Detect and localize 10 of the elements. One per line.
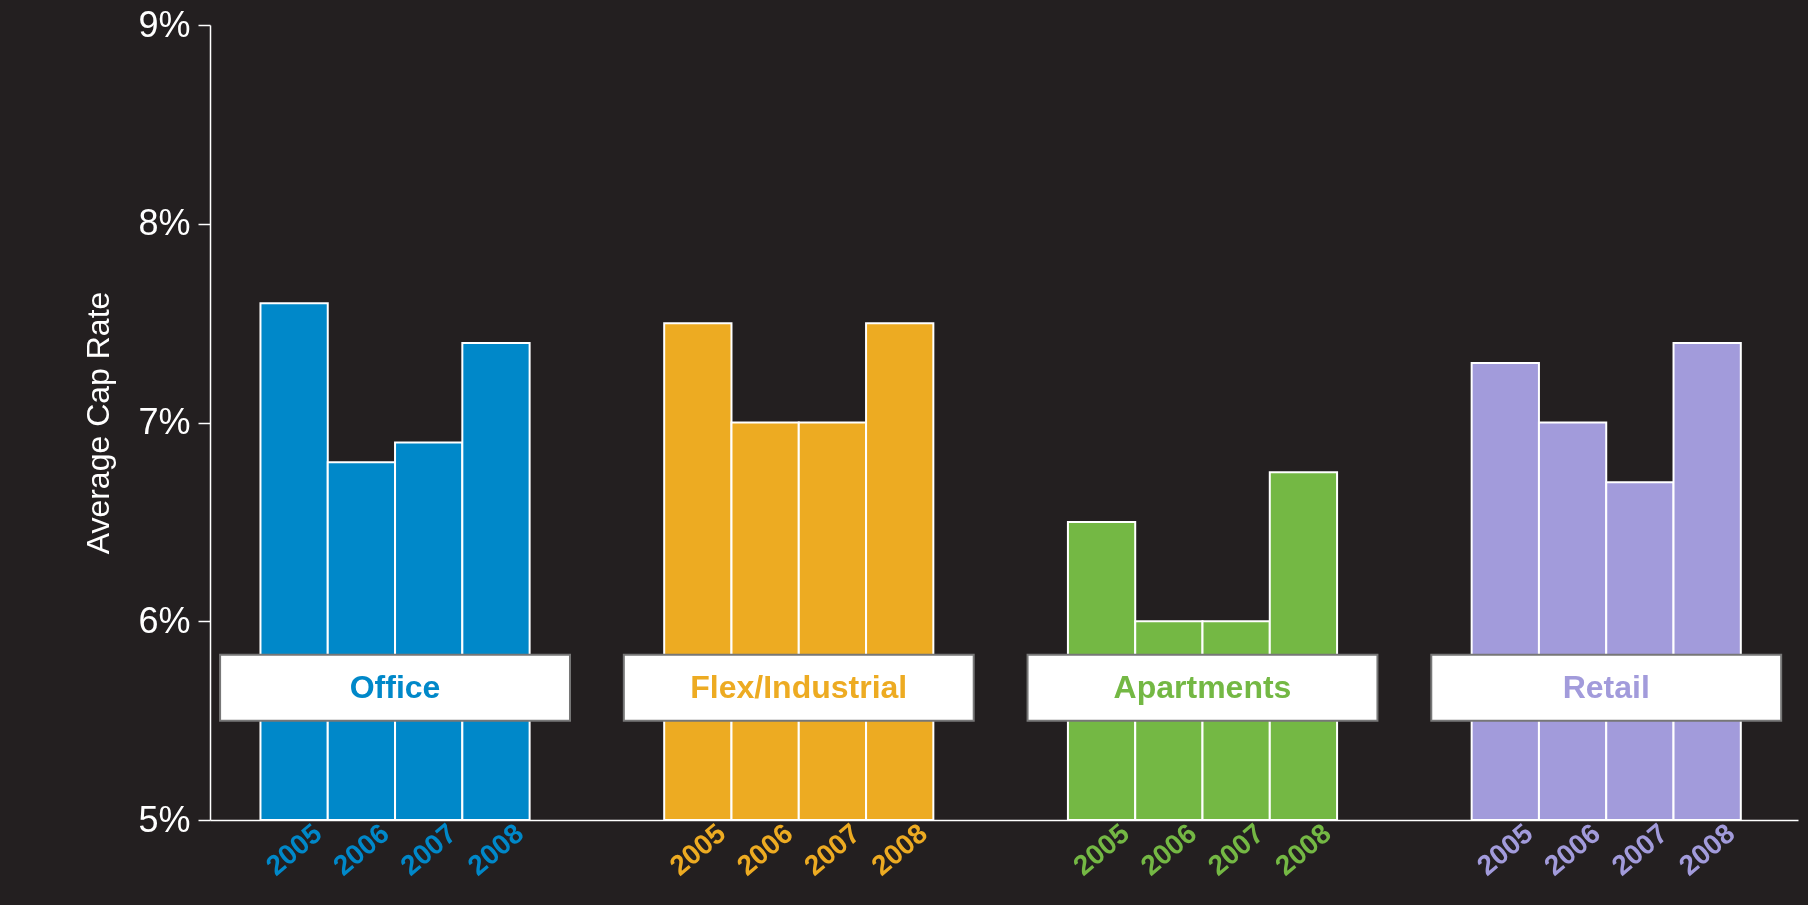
y-tick-label: 6% bbox=[138, 599, 191, 641]
series-label: Office bbox=[349, 668, 441, 705]
y-tick-label: 8% bbox=[138, 202, 191, 244]
series-label: Retail bbox=[1562, 668, 1650, 705]
y-axis-title: Average Cap Rate bbox=[80, 291, 117, 555]
series-label: Apartments bbox=[1113, 668, 1292, 705]
series-label: Flex/Industrial bbox=[690, 668, 908, 705]
y-tick-label: 9% bbox=[138, 3, 191, 45]
y-tick-label: 5% bbox=[138, 798, 191, 840]
y-tick-label: 7% bbox=[138, 401, 191, 442]
